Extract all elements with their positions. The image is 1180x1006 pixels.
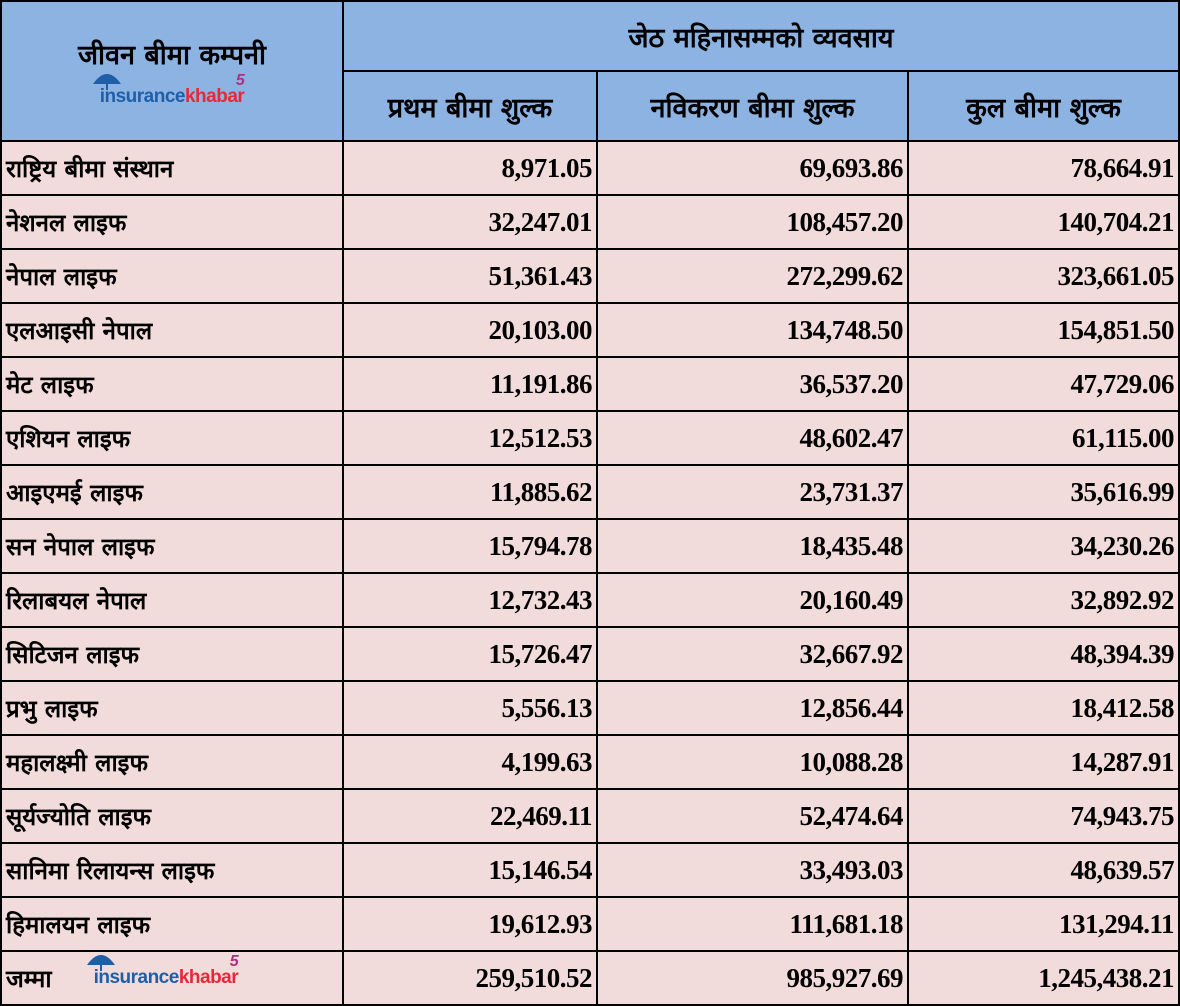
renewal-premium: 32,667.92 bbox=[596, 626, 909, 682]
umbrella-icon bbox=[86, 955, 115, 971]
company-name: आइएमई लाइफ bbox=[0, 464, 344, 520]
first-premium: 12,512.53 bbox=[342, 410, 598, 466]
renewal-premium: 10,088.28 bbox=[596, 734, 909, 790]
total-premium: 32,892.92 bbox=[906, 572, 1180, 628]
renewal-premium: 20,160.49 bbox=[596, 572, 909, 628]
total-label: जम्मा bbox=[6, 964, 52, 993]
table-row: महालक्ष्मी लाइफ 4,199.63 10,088.28 14,28… bbox=[0, 734, 1180, 790]
total-premium: 78,664.91 bbox=[906, 140, 1180, 196]
company-name: नेशनल लाइफ bbox=[0, 194, 344, 250]
table-row: रिलाबयल नेपाल 12,732.43 20,160.49 32,892… bbox=[0, 572, 1180, 628]
table-row: मेट लाइफ 11,191.86 36,537.20 47,729.06 bbox=[0, 356, 1180, 412]
renewal-premium: 272,299.62 bbox=[596, 248, 909, 304]
table-row: नेपाल लाइफ 51,361.43 272,299.62 323,661.… bbox=[0, 248, 1180, 304]
renewal-premium: 69,693.86 bbox=[596, 140, 909, 196]
total-premium: 34,230.26 bbox=[906, 518, 1180, 574]
first-premium: 11,191.86 bbox=[342, 356, 598, 412]
first-premium: 11,885.62 bbox=[342, 464, 598, 520]
total-premium: 74,943.75 bbox=[906, 788, 1180, 844]
total-premium: 154,851.50 bbox=[906, 302, 1180, 358]
renewal-premium-header: नविकरण बीमा शुल्क bbox=[596, 70, 909, 142]
table-row: सिटिजन लाइफ 15,726.47 32,667.92 48,394.3… bbox=[0, 626, 1180, 682]
table-row: सूर्यज्योति लाइफ 22,469.11 52,474.64 74,… bbox=[0, 788, 1180, 844]
total-premium: 48,394.39 bbox=[906, 626, 1180, 682]
first-premium: 20,103.00 bbox=[342, 302, 598, 358]
table-row: सन नेपाल लाइफ 15,794.78 18,435.48 34,230… bbox=[0, 518, 1180, 574]
total-premium: 18,412.58 bbox=[906, 680, 1180, 736]
total-label-cell: जम्मा insurance khabar 5 bbox=[0, 950, 344, 1006]
company-name: सानिमा रिलायन्स लाइफ bbox=[0, 842, 344, 898]
renewal-premium: 23,731.37 bbox=[596, 464, 909, 520]
total-premium: 323,661.05 bbox=[906, 248, 1180, 304]
renewal-premium: 18,435.48 bbox=[596, 518, 909, 574]
group-header: जेठ महिनासम्मको व्यवसाय bbox=[341, 0, 1180, 72]
table-row: एलआइसी नेपाल 20,103.00 134,748.50 154,85… bbox=[0, 302, 1180, 358]
first-premium: 4,199.63 bbox=[342, 734, 598, 790]
company-column-header: जीवन बीमा कम्पनी insurance khabar 5 bbox=[0, 0, 344, 142]
renewal-premium: 134,748.50 bbox=[596, 302, 909, 358]
first-premium: 15,726.47 bbox=[342, 626, 598, 682]
company-name: नेपाल लाइफ bbox=[0, 248, 344, 304]
company-name: एशियन लाइफ bbox=[0, 410, 344, 466]
grand-total-premium: 1,245,438.21 bbox=[906, 950, 1180, 1006]
renewal-premium: 111,681.18 bbox=[596, 896, 909, 952]
renewal-premium: 36,537.20 bbox=[596, 356, 909, 412]
first-premium: 15,794.78 bbox=[342, 518, 598, 574]
total-premium: 131,294.11 bbox=[906, 896, 1180, 952]
company-name: सन नेपाल लाइफ bbox=[0, 518, 344, 574]
first-premium: 51,361.43 bbox=[342, 248, 598, 304]
company-name: प्रभु लाइफ bbox=[0, 680, 344, 736]
umbrella-icon bbox=[92, 73, 121, 90]
first-premium-header: प्रथम बीमा शुल्क bbox=[342, 70, 598, 142]
total-row: जम्मा insurance khabar 5 259,510.52 985,927.6… bbox=[0, 950, 1180, 1006]
company-name: राष्ट्रिय बीमा संस्थान bbox=[0, 140, 344, 196]
total-premium: 140,704.21 bbox=[906, 194, 1180, 250]
company-header-label: जीवन बीमा कम्पनी bbox=[77, 39, 267, 71]
renewal-premium: 48,602.47 bbox=[596, 410, 909, 466]
insurancekhabar-logo: insurance khabar 5 bbox=[92, 72, 245, 108]
total-first-premium: 259,510.52 bbox=[342, 950, 598, 1006]
company-name: महालक्ष्मी लाइफ bbox=[0, 734, 344, 790]
table-row: प्रभु लाइफ 5,556.13 12,856.44 18,412.58 bbox=[0, 680, 1180, 736]
total-premium: 47,729.06 bbox=[906, 356, 1180, 412]
renewal-premium: 52,474.64 bbox=[596, 788, 909, 844]
company-name: हिमालयन लाइफ bbox=[0, 896, 344, 952]
first-premium: 22,469.11 bbox=[342, 788, 598, 844]
renewal-premium: 108,457.20 bbox=[596, 194, 909, 250]
total-premium-header: कुल बीमा शुल्क bbox=[906, 70, 1180, 142]
first-premium: 15,146.54 bbox=[342, 842, 598, 898]
first-premium: 12,732.43 bbox=[342, 572, 598, 628]
company-name: रिलाबयल नेपाल bbox=[0, 572, 344, 628]
insurancekhabar-logo: insurance khabar 5 bbox=[86, 953, 239, 989]
table-row: आइएमई लाइफ 11,885.62 23,731.37 35,616.99 bbox=[0, 464, 1180, 520]
first-premium: 32,247.01 bbox=[342, 194, 598, 250]
company-name: मेट लाइफ bbox=[0, 356, 344, 412]
renewal-premium: 33,493.03 bbox=[596, 842, 909, 898]
company-name: सिटिजन लाइफ bbox=[0, 626, 344, 682]
total-premium: 14,287.91 bbox=[906, 734, 1180, 790]
first-premium: 8,971.05 bbox=[342, 140, 598, 196]
table-row: हिमालयन लाइफ 19,612.93 111,681.18 131,29… bbox=[0, 896, 1180, 952]
company-name: एलआइसी नेपाल bbox=[0, 302, 344, 358]
table-row: नेशनल लाइफ 32,247.01 108,457.20 140,704.… bbox=[0, 194, 1180, 250]
first-premium: 19,612.93 bbox=[342, 896, 598, 952]
table-row: एशियन लाइफ 12,512.53 48,602.47 61,115.00 bbox=[0, 410, 1180, 466]
total-renewal-premium: 985,927.69 bbox=[596, 950, 909, 1006]
total-premium: 35,616.99 bbox=[906, 464, 1180, 520]
table-row: सानिमा रिलायन्स लाइफ 15,146.54 33,493.03… bbox=[0, 842, 1180, 898]
table-row: राष्ट्रिय बीमा संस्थान 8,971.05 69,693.8… bbox=[0, 140, 1180, 196]
total-premium: 48,639.57 bbox=[906, 842, 1180, 898]
total-premium: 61,115.00 bbox=[906, 410, 1180, 466]
first-premium: 5,556.13 bbox=[342, 680, 598, 736]
company-name: सूर्यज्योति लाइफ bbox=[0, 788, 344, 844]
renewal-premium: 12,856.44 bbox=[596, 680, 909, 736]
